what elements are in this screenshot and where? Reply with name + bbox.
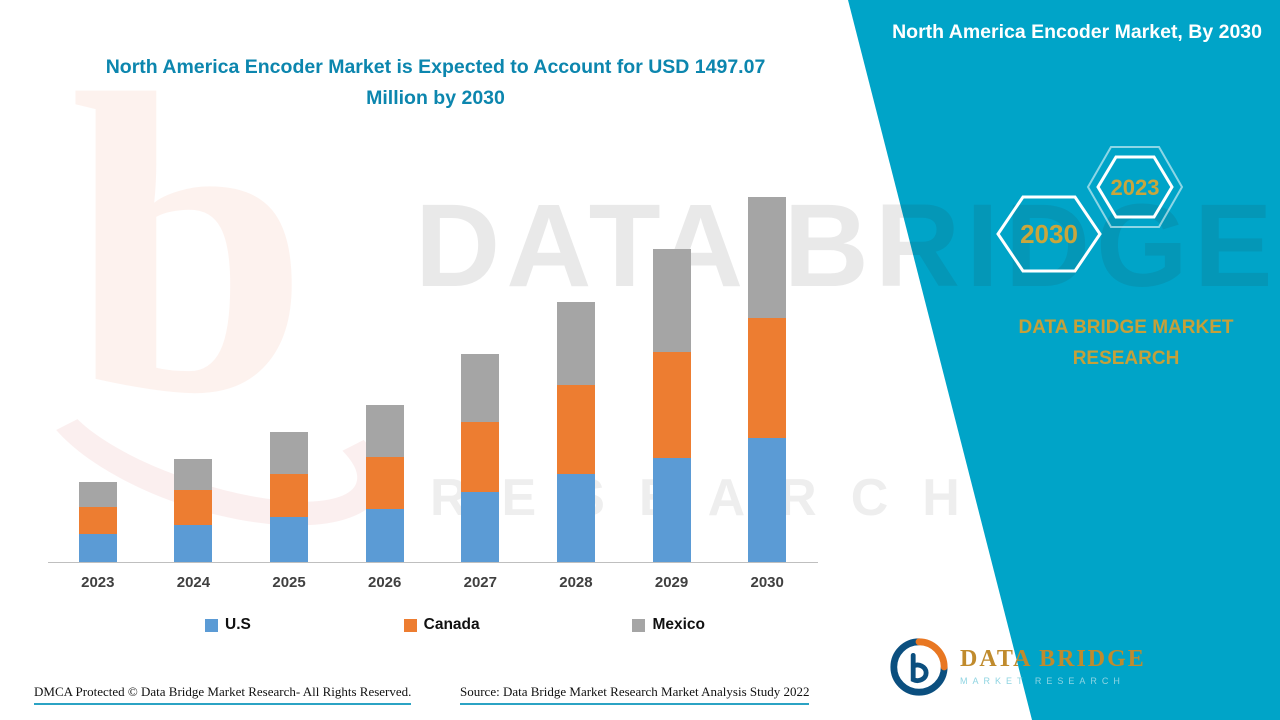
x-axis-line xyxy=(48,562,818,563)
bar-group-2027 xyxy=(433,196,529,562)
stacked-bar xyxy=(78,482,117,562)
bar-group-2025 xyxy=(241,196,337,562)
x-axis-label-2023: 2023 xyxy=(81,574,115,591)
legend-item-us: U.S xyxy=(205,616,251,634)
bar-segment-mexico xyxy=(270,432,309,474)
hexagon-year-2023: 2023 xyxy=(1111,175,1160,200)
bar-group-2029 xyxy=(624,196,720,562)
bar-segment-mexico xyxy=(748,197,787,318)
chart-title-line1: North America Encoder Market is Expected… xyxy=(105,56,766,78)
stacked-bar xyxy=(556,302,595,562)
legend-item-mexico: Mexico xyxy=(632,616,705,634)
bar-segment-canada xyxy=(365,457,404,509)
bar-group-2028 xyxy=(528,196,624,562)
bar-segment-us xyxy=(365,509,404,562)
bar-segment-canada xyxy=(78,507,117,534)
legend-swatch-icon xyxy=(205,618,218,632)
x-axis-label-2024: 2024 xyxy=(176,574,211,591)
x-axis-label-2030: 2030 xyxy=(750,574,784,591)
bar-segment-mexico xyxy=(652,249,691,352)
bar-segment-canada xyxy=(748,318,787,438)
bar-segment-canada xyxy=(461,422,500,492)
x-axis-label-2028: 2028 xyxy=(559,574,593,591)
chart-title: North America Encoder Market is Expected… xyxy=(38,52,833,114)
legend-swatch-icon xyxy=(632,618,646,632)
bar-segment-canada xyxy=(652,352,691,458)
bar-segment-us xyxy=(461,492,500,562)
x-axis-label-2026: 2026 xyxy=(368,574,402,591)
bar-segment-mexico xyxy=(174,459,213,490)
hexagon-year-2030: 2030 xyxy=(1020,219,1078,249)
bar-segment-us xyxy=(270,517,309,562)
stacked-bar xyxy=(174,459,213,562)
bar-segment-mexico xyxy=(556,302,595,385)
legend-label: U.S xyxy=(225,616,251,633)
bar-segment-us xyxy=(652,458,691,562)
stacked-bar xyxy=(365,405,404,562)
legend-item-canada: Canada xyxy=(403,616,480,634)
x-axis-label-2027: 2027 xyxy=(463,574,497,591)
hexagon-badge-2023-outline xyxy=(1086,146,1184,228)
panel-title: North America Encoder Market, By 2030 xyxy=(892,21,1262,43)
databridge-logo-swirl-icon xyxy=(890,638,948,696)
legend-label: Mexico xyxy=(652,616,705,633)
bar-segment-mexico xyxy=(78,482,117,507)
legend-label: Canada xyxy=(423,616,480,633)
bar-segment-us xyxy=(556,474,595,562)
bar-group-2023 xyxy=(50,196,146,562)
footer-dmca-text: DMCA Protected © Data Bridge Market Rese… xyxy=(34,684,412,705)
chart-legend: U.S Canada Mexico xyxy=(205,616,705,634)
bar-segment-mexico xyxy=(461,354,500,422)
legend-swatch-icon xyxy=(403,618,417,632)
stacked-bar xyxy=(748,197,787,562)
bar-segment-us xyxy=(174,525,213,562)
bar-segment-us xyxy=(78,534,117,562)
footer-source-text: Source: Data Bridge Market Research Mark… xyxy=(460,684,810,705)
stacked-bar xyxy=(270,432,309,562)
x-axis-label-2025: 2025 xyxy=(272,574,306,591)
bar-segment-canada xyxy=(270,474,309,517)
brand-name-text: DATA BRIDGE MARKET RESEARCH xyxy=(1018,317,1234,370)
databridge-logo: DATA BRIDGE MARKET RESEARCH xyxy=(888,636,1146,698)
bar-segment-canada xyxy=(556,385,595,474)
stacked-bar-chart xyxy=(50,196,815,562)
bar-group-2026 xyxy=(337,196,433,562)
logo-subtitle-text: MARKET RESEARCH xyxy=(960,676,1125,687)
x-axis-labels: 2023 2024 2025 2026 2027 2028 2029 2030 xyxy=(50,574,815,591)
hexagon-badge-2030: 2030 xyxy=(996,195,1102,273)
bar-segment-us xyxy=(748,438,787,562)
bar-group-2024 xyxy=(146,196,242,562)
hexagon-badge-2023: 2023 xyxy=(1096,155,1174,219)
bar-group-2030 xyxy=(719,196,815,562)
chart-title-line2: Million by 2030 xyxy=(366,87,505,110)
stacked-bar xyxy=(461,354,500,562)
x-axis-label-2029: 2029 xyxy=(654,574,689,591)
logo-name-text: DATA BRIDGE xyxy=(960,646,1146,672)
bar-segment-mexico xyxy=(365,405,404,457)
bar-segment-canada xyxy=(174,490,213,525)
stacked-bar xyxy=(652,249,691,562)
